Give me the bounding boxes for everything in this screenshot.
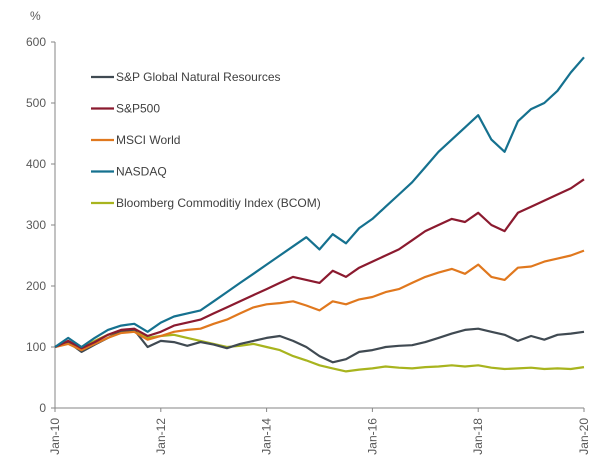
axes: 0 100 200 300 400 500 600 Jan-10 Jan-12 Jan-14 Jan…	[26, 35, 591, 455]
x-tick-label: Jan-12	[154, 418, 168, 455]
y-tick-label: 500	[26, 96, 46, 110]
legend-label: NASDAQ	[116, 165, 167, 179]
series-line-s-p-global-natural-resources	[54, 327, 585, 364]
y-tick-label: 200	[26, 279, 46, 293]
x-tick-label: Jan-14	[260, 418, 274, 455]
series-line-s-p500	[54, 178, 585, 350]
series-lines	[54, 56, 585, 373]
y-tick-label: 400	[26, 157, 46, 171]
y-tick-label: 600	[26, 35, 46, 49]
legend: S&P Global Natural Resources S&P500 MSCI W…	[91, 70, 321, 210]
legend-label: S&P500	[116, 102, 160, 116]
y-tick-label: 0	[39, 401, 46, 415]
series-line-bloomberg-commoditiy-index-bcom-	[54, 330, 585, 373]
legend-label: S&P Global Natural Resources	[116, 70, 281, 84]
x-tick-label: Jan-10	[48, 418, 62, 455]
series-line-nasdaq	[54, 56, 585, 349]
series-line-msci-world	[54, 249, 585, 352]
x-tick-label: Jan-16	[365, 418, 379, 455]
legend-label: Bloomberg Commoditiy Index (BCOM)	[116, 196, 321, 210]
y-axis-unit-label: %	[30, 9, 41, 23]
x-tick-label: Jan-20	[577, 418, 591, 455]
y-tick-label: 100	[26, 340, 46, 354]
legend-label: MSCI World	[116, 133, 180, 147]
y-tick-label: 300	[26, 218, 46, 232]
x-tick-label: Jan-18	[471, 418, 485, 455]
